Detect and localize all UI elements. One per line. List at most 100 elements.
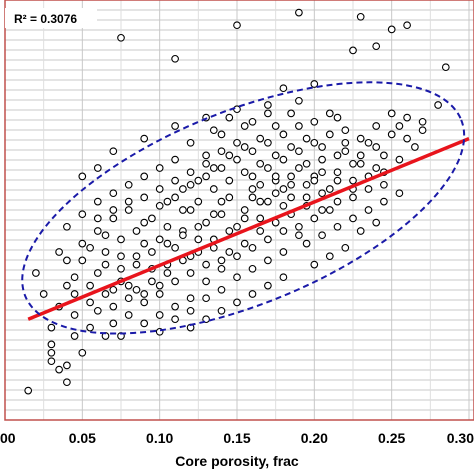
data-point [364,206,373,214]
data-point [171,122,179,130]
data-point [109,302,118,311]
data-point [403,21,411,30]
plot-frame [4,0,474,421]
data-point [217,306,226,315]
data-point [318,231,326,240]
data-point [295,8,303,17]
data-point [63,281,71,290]
data-point [209,185,218,193]
data-point [186,294,195,303]
data-point [256,159,265,168]
data-point [240,168,249,177]
data-point [310,214,319,223]
data-point [295,96,303,105]
data-point [179,231,187,240]
data-point [24,386,33,395]
data-point [163,222,172,231]
x-tick-labels: 00 0.05 0.10 0.15 0.20 0.25 0.30 [0,430,474,446]
data-point [325,206,334,214]
data-point [325,252,334,261]
data-point [318,143,326,151]
data-point [387,130,396,139]
data-point [209,126,218,135]
data-point [171,302,179,311]
x-tick-label: 0.20 [301,430,328,446]
data-point [225,193,234,202]
data-point [418,126,427,135]
data-point [248,264,257,273]
data-point [310,260,319,269]
data-point [155,311,164,319]
data-point [86,323,94,332]
data-point [341,147,350,156]
data-point [63,222,71,231]
r2-label: R² = 0.3076 [14,12,77,26]
data-point [179,206,187,214]
data-point [248,147,257,156]
data-point [279,227,288,235]
data-point [279,248,288,256]
data-point [264,197,272,206]
data-point [155,290,164,298]
data-point [109,206,118,214]
data-point [248,243,257,252]
data-point [101,231,110,240]
data-point [372,218,381,227]
data-point [264,281,272,290]
data-point [186,138,195,147]
data-point [47,340,56,349]
data-point [140,319,149,328]
data-point [333,151,342,160]
data-point [217,164,226,172]
data-point [124,294,133,303]
data-point [70,311,79,319]
data-point [341,138,350,147]
data-point [47,323,56,332]
data-point [39,290,48,298]
data-point [264,109,272,118]
data-point [333,197,342,206]
data-point [117,252,125,261]
data-point [233,222,241,231]
data-point [101,248,110,256]
data-point [418,117,427,126]
data-point [264,256,272,265]
data-point [248,185,257,193]
data-point [186,206,195,214]
data-point [217,147,226,156]
data-point [86,281,94,290]
data-point [171,315,179,324]
data-point [217,210,226,219]
data-point [132,227,141,235]
data-point [318,168,326,177]
data-point [202,277,210,286]
data-point [217,256,226,265]
data-point [295,164,303,172]
data-point [295,122,303,130]
data-point [387,25,396,34]
data-point [225,227,234,235]
data-point [124,197,133,206]
data-point [325,185,334,193]
data-point [264,235,272,244]
data-point [78,210,87,219]
data-point [93,214,102,223]
data-point [248,117,257,126]
data-point [240,239,249,248]
data-point [233,155,241,164]
data-point [86,243,94,252]
data-point [93,269,102,277]
x-axis-title: Core porosity, frac [175,453,299,469]
data-point [395,155,404,164]
data-point [70,290,79,298]
data-point [148,248,156,256]
data-point [256,180,265,189]
data-point [380,151,388,160]
data-point [356,227,365,235]
data-point [264,138,272,147]
data-point [341,243,350,252]
data-point [124,206,133,214]
data-point [202,294,210,303]
data-point [333,176,342,185]
data-point [310,80,319,88]
